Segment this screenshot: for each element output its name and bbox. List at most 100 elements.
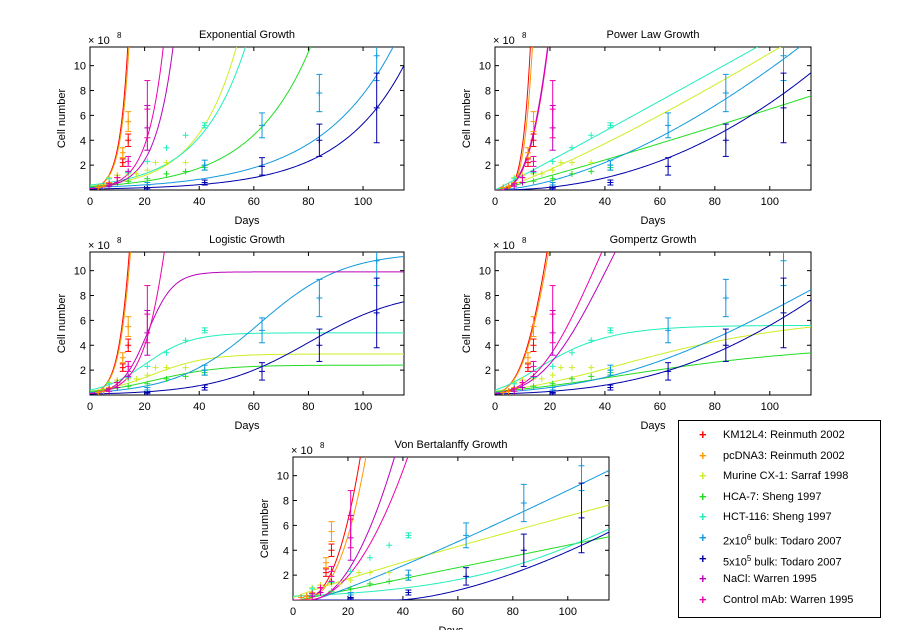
data-point	[119, 159, 126, 166]
y-tick-label: 10	[277, 471, 289, 483]
chart-title: Von Bertalanffy Growth	[395, 439, 508, 451]
data-point	[530, 118, 537, 125]
fit-line	[495, 47, 549, 190]
x-tick-label: 80	[709, 401, 721, 413]
legend-entry: + HCA-7: Sheng 1997	[679, 487, 880, 507]
fit-line	[495, 72, 811, 190]
y-tick-label: 6	[80, 110, 86, 122]
data-point	[119, 364, 126, 371]
data-point	[549, 311, 556, 318]
y-scale-label: × 10	[88, 35, 110, 47]
x-axis-label: Days	[234, 215, 260, 227]
data-point	[133, 375, 140, 382]
y-scale-label: × 10	[88, 240, 110, 252]
data-point	[322, 559, 329, 566]
data-point	[201, 367, 208, 374]
x-tick-label: 20	[342, 606, 354, 618]
fit-line	[293, 470, 609, 600]
data-point	[163, 170, 170, 177]
data-point	[549, 372, 556, 379]
chart-panel-3: Logistic Growth 0 20 40 60 80 100 2 4 6 8 10 × 10 8 Da…	[56, 234, 405, 432]
data-point	[298, 594, 305, 600]
data-point	[144, 363, 151, 370]
y-axis-label: Cell number	[461, 294, 473, 354]
legend-label: 5x105 bulk: Todaro 2007	[723, 553, 842, 569]
data-point	[182, 337, 189, 344]
data-point	[530, 137, 537, 144]
data-point	[106, 180, 113, 187]
fit-line	[293, 457, 367, 600]
data-point	[114, 379, 121, 386]
data-point	[607, 122, 614, 129]
data-point	[125, 373, 132, 380]
data-point	[95, 389, 102, 395]
data-point	[316, 295, 323, 302]
y-tick-label: 6	[485, 315, 491, 327]
data-point	[607, 327, 614, 334]
axes-box	[494, 251, 812, 396]
legend-marker: +	[699, 488, 707, 504]
x-tick-label: 20	[544, 196, 556, 208]
x-tick-label: 40	[193, 401, 205, 413]
y-scale-label: × 10	[493, 240, 515, 252]
x-tick-label: 40	[193, 196, 205, 208]
data-point	[505, 388, 512, 395]
fit-line	[90, 271, 404, 395]
legend-marker: +	[699, 550, 707, 566]
data-point	[201, 327, 208, 334]
legend-marker: +	[699, 530, 707, 545]
data-point	[578, 514, 585, 521]
legend-entry: + Control mAb: Warren 1995	[679, 590, 880, 610]
x-tick-label: 20	[138, 196, 150, 208]
data-point	[780, 309, 787, 316]
x-tick-label: 60	[654, 196, 666, 208]
legend-entry: +5x105 bulk: Todaro 2007	[679, 549, 880, 569]
plot-area	[495, 252, 811, 395]
data-point	[722, 90, 729, 97]
axes-box	[89, 46, 405, 191]
fit-line	[495, 324, 811, 391]
chart-panel-2: Power Law Growth 0 20 40 60 80 100 2 4 6 8 10 × 10 8 D…	[461, 29, 812, 227]
data-point	[588, 132, 595, 139]
x-axis-label: Days	[640, 215, 666, 227]
data-point	[125, 342, 132, 349]
data-point	[722, 295, 729, 302]
x-tick-label: 0	[87, 196, 93, 208]
fit-line	[293, 457, 361, 600]
data-point	[259, 122, 266, 129]
data-point	[530, 342, 537, 349]
x-tick-label: 100	[761, 401, 779, 413]
data-point	[520, 547, 527, 554]
x-tick-label: 100	[354, 401, 372, 413]
y-tick-label: 4	[485, 135, 491, 147]
data-point	[373, 257, 380, 264]
fit-line	[293, 531, 609, 600]
data-point	[201, 384, 208, 391]
data-point	[336, 580, 343, 587]
data-point	[568, 159, 575, 166]
data-point	[366, 569, 373, 576]
data-point	[557, 364, 564, 371]
fit-line	[90, 47, 164, 190]
data-point	[588, 337, 595, 344]
chart-title: Exponential Growth	[199, 29, 295, 41]
y-tick-label: 10	[479, 61, 491, 73]
data-point	[182, 373, 189, 380]
legend-entry: + HCT-116: Sheng 1997	[679, 507, 880, 527]
data-point	[100, 388, 107, 395]
data-point	[347, 577, 354, 584]
fit-line	[495, 252, 550, 394]
data-point	[152, 159, 159, 166]
fit-line	[495, 47, 759, 190]
data-point	[500, 184, 507, 190]
y-scale-exponent: 8	[522, 31, 527, 40]
data-point	[347, 568, 354, 575]
data-point	[722, 342, 729, 349]
data-point	[549, 185, 556, 190]
y-scale-exponent: 8	[522, 236, 527, 245]
x-tick-label: 20	[138, 401, 150, 413]
legend-label: HCA-7: Sheng 1997	[723, 490, 822, 503]
plot-area	[293, 457, 609, 600]
data-point	[125, 323, 132, 330]
data-point	[505, 183, 512, 190]
